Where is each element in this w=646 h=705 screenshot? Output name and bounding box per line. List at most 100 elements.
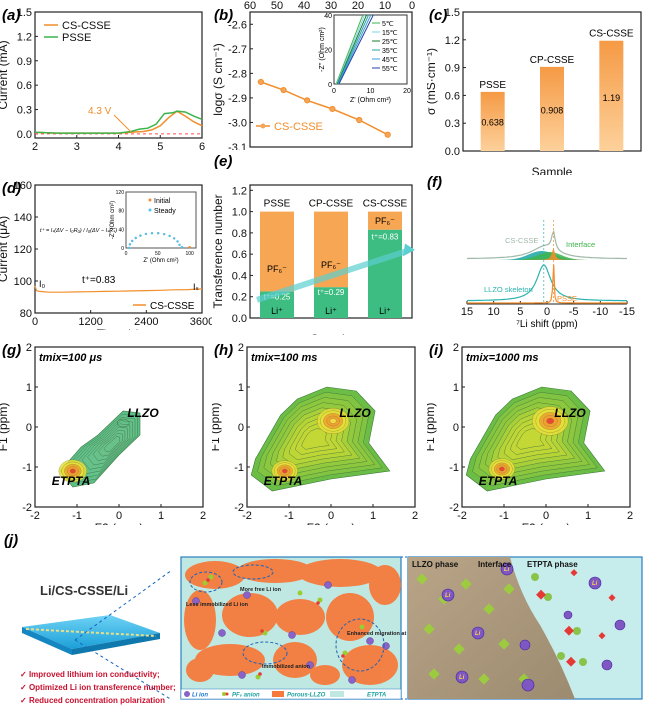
y-axis-label: Current (μA) bbox=[0, 216, 10, 282]
inset-frame bbox=[125, 191, 197, 249]
y-tick-label: -2 bbox=[449, 502, 459, 514]
schematic-j: (j) Li/CS-CSSE/Li ✓ Improved lithium ion… bbox=[4, 532, 643, 705]
x-tick-label: 10 bbox=[488, 306, 500, 318]
x-tick-label: 5 bbox=[517, 306, 523, 318]
porous-llzo-illustration: More free Li ion Less immobilized Li ion… bbox=[180, 556, 441, 700]
inset-legend-label: 25℃ bbox=[382, 39, 398, 46]
x-tick-label: 1 bbox=[585, 510, 591, 522]
series-line-cs-csse bbox=[34, 110, 203, 134]
x-axis-label: ⁷Li shift (ppm) bbox=[516, 319, 577, 330]
bar-segment-li bbox=[368, 229, 402, 318]
panel-label: (h) bbox=[214, 342, 233, 359]
label-etpta: ETPTA bbox=[52, 474, 90, 488]
li-label: Li bbox=[475, 631, 481, 637]
y-axis-label: Current (mA) bbox=[0, 40, 10, 109]
x-tick-label: -1 bbox=[284, 510, 294, 522]
inset-series-line bbox=[337, 14, 370, 85]
y-tick-label: 0.0 bbox=[17, 129, 32, 141]
x-axis-label: Sample bbox=[532, 165, 573, 175]
x-axis-label: F2 (ppm) bbox=[522, 521, 571, 525]
tplus-label: t⁺=0.25 bbox=[264, 292, 291, 301]
chart-e-transference-bars: (e) 0.0 0.2 0.4 0.6 0.8 1.0 1.2 Sample Transferen… bbox=[212, 153, 415, 335]
trend-arrow bbox=[256, 248, 408, 303]
contour-ring bbox=[81, 423, 131, 470]
x-tick-label: 3 bbox=[74, 141, 80, 150]
inset-frame bbox=[333, 14, 408, 85]
bar-value-label: 0.638 bbox=[481, 118, 504, 128]
y-tick-label: 100 bbox=[14, 276, 32, 288]
top-tick-label: 20 bbox=[352, 0, 364, 12]
panel-label-j: (j) bbox=[4, 532, 18, 549]
zoom-line-top bbox=[74, 569, 173, 641]
x-tick-label: 2400 bbox=[134, 316, 158, 328]
data-point bbox=[384, 131, 391, 138]
y-tick-label: 1 bbox=[238, 382, 244, 394]
x-tick-label: -2 bbox=[457, 510, 467, 522]
contour-ring bbox=[92, 429, 126, 461]
top-tick-label: 40 bbox=[298, 0, 310, 12]
annotation-4-3v: 4.3 V bbox=[88, 106, 112, 117]
panel-label: (e) bbox=[214, 153, 232, 170]
peak-llzo bbox=[546, 417, 554, 425]
contour-ring bbox=[70, 417, 136, 479]
panel-label: (d) bbox=[2, 180, 21, 197]
y-tick-label: 0.4 bbox=[232, 270, 247, 282]
y-tick-label: -2.9 bbox=[228, 93, 247, 105]
label-llzo: LLZO bbox=[554, 406, 586, 420]
contour-ring bbox=[87, 426, 128, 466]
annotation-i0: I₀ bbox=[39, 279, 46, 289]
x-tick-label: 4 bbox=[115, 141, 121, 150]
x-tick-label: -2 bbox=[242, 510, 252, 522]
y-tick-label: 0.0 bbox=[232, 313, 247, 325]
mixing-time-label: tmix=100 ms bbox=[251, 352, 317, 364]
series-cs-csse bbox=[467, 229, 627, 260]
inset-series-line bbox=[337, 14, 372, 85]
inset-data-point bbox=[134, 236, 137, 240]
x-tick-label: -1 bbox=[499, 510, 509, 522]
label-less-immobilized: Less immobilized Li ion bbox=[186, 602, 249, 608]
y-tick-label: 2 bbox=[238, 342, 244, 354]
inset-y-tick: 20 bbox=[324, 48, 332, 55]
y-tick-label: 0.3 bbox=[17, 105, 32, 117]
li-label: Li⁺ bbox=[271, 306, 283, 316]
inset-y-tick: 80 bbox=[118, 209, 124, 215]
inset-legend-label: 55℃ bbox=[382, 66, 398, 73]
label-cs-csse: CS-CSSE bbox=[505, 236, 538, 245]
x-tick-label: -2 bbox=[30, 510, 40, 522]
y-tick-label: 0.6 bbox=[232, 249, 247, 261]
y-tick-label: 140 bbox=[14, 212, 32, 224]
legend-label: CS-CSSE bbox=[274, 121, 323, 133]
chart-i-2d-exsy: -2 -1 0 1 2 -2 -1 0 1 2 F2 (ppm) F1 (ppm) (i) tmix=10… bbox=[427, 342, 633, 525]
li-label: Li bbox=[504, 567, 510, 573]
x-axis-label: Time (s) bbox=[97, 327, 141, 330]
y-axis-label: logσ (S cm⁻¹) bbox=[212, 43, 225, 115]
y-tick-label: 0.3 bbox=[445, 118, 460, 130]
contour-map bbox=[465, 386, 606, 492]
inset-legend-marker bbox=[148, 198, 152, 202]
inset-x-label: Z' (Ohm cm²) bbox=[350, 97, 391, 104]
y-tick-label: 0.9 bbox=[445, 63, 460, 75]
bar-name-label: CP-CSSE bbox=[309, 199, 354, 210]
y-tick-label: -3.0 bbox=[228, 117, 247, 129]
y-tick-label: 160 bbox=[14, 180, 32, 192]
peak-etpta bbox=[499, 466, 505, 472]
panel-label: (a) bbox=[2, 7, 20, 24]
chart-h-2d-exsy: -2 -1 0 1 2 -2 -1 0 1 2 F2 (ppm) F1 (ppm) (h) tmix=10… bbox=[212, 342, 418, 525]
formula: t⁺ = Iₛ(ΔV − I₀R₀) / I₀(ΔV − IₛRₛ) bbox=[40, 228, 117, 234]
panel-label: (i) bbox=[429, 342, 443, 359]
x-axis-label: F2 (ppm) bbox=[307, 521, 356, 525]
x-tick-label: 1 bbox=[370, 510, 376, 522]
inset-y-tick: 120 bbox=[116, 190, 125, 196]
y-tick-label: 1.5 bbox=[445, 7, 460, 19]
top-tick-label: 30 bbox=[325, 0, 337, 12]
y-axis-label: Transference number bbox=[212, 194, 225, 308]
inset-data-point bbox=[168, 234, 171, 238]
x-tick-label: -1 bbox=[72, 510, 82, 522]
peak-etpta bbox=[282, 468, 288, 474]
chart-b-arrhenius: -3.1-3.0-2.9-2.8-2.7-2.61000/T (K⁻¹)logσ… bbox=[212, 0, 415, 150]
chart-c-conductivity-bars: 0.0 0.3 0.6 0.9 1.2 1.5 Sample σ (mS·cm⁻¹) (c) PS… bbox=[427, 7, 642, 175]
y-tick-label: 0.2 bbox=[232, 292, 247, 304]
y-tick-label: 1.2 bbox=[232, 185, 247, 197]
inset-data-point bbox=[176, 240, 179, 243]
y-tick-label: 2 bbox=[26, 342, 32, 354]
